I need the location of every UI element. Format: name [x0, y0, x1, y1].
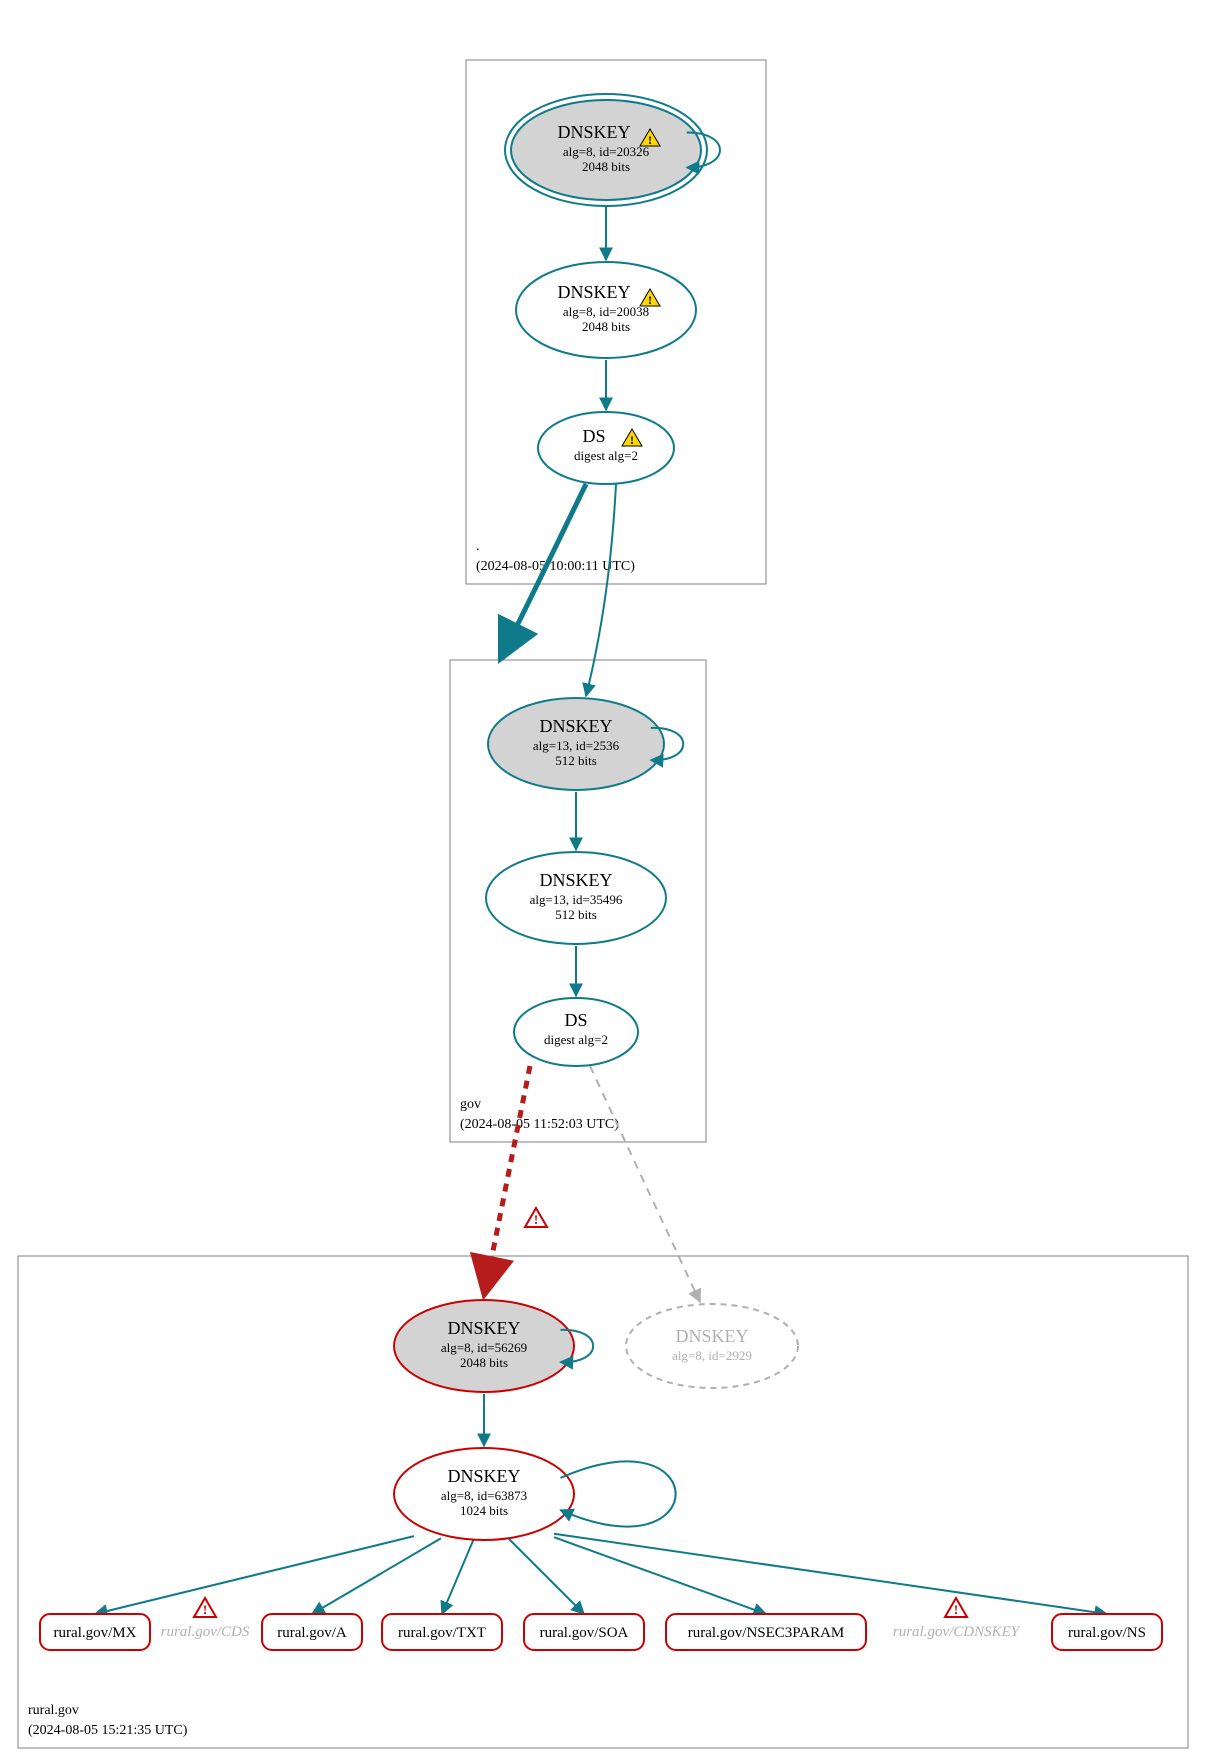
node-title: DNSKEY	[447, 1466, 520, 1486]
rrset-label: rural.gov/MX	[54, 1625, 137, 1641]
node-detail: 2048 bits	[460, 1355, 508, 1370]
node-rural_ghost: DNSKEY alg=8, id=2929	[626, 1304, 798, 1388]
node-root_ds: DS digest alg=2!	[538, 412, 674, 484]
node-title: DNSKEY	[447, 1318, 520, 1338]
edge	[95, 1536, 414, 1614]
edge	[509, 1539, 584, 1614]
node-title: DNSKEY	[539, 716, 612, 736]
ghost-rrset-cdk: rural.gov/CDNSKEY	[893, 1624, 1021, 1640]
node-gov_ds: DS digest alg=2	[514, 998, 638, 1066]
node-detail: alg=8, id=56269	[441, 1340, 527, 1355]
node-detail: digest alg=2	[574, 448, 638, 463]
node-detail: 512 bits	[555, 907, 597, 922]
node-title: DNSKEY	[539, 870, 612, 890]
node-title: DNSKEY	[557, 122, 630, 142]
svg-text:!: !	[203, 1602, 207, 1617]
svg-text:alg=8, id=2929: alg=8, id=2929	[672, 1348, 752, 1363]
node-detail: alg=8, id=20038	[563, 304, 649, 319]
error-icon: !	[194, 1598, 216, 1617]
node-detail: 512 bits	[555, 753, 597, 768]
svg-text:!: !	[648, 133, 652, 147]
delegation-edge	[590, 1066, 700, 1302]
node-rural_zsk: DNSKEY alg=8, id=638731024 bits	[394, 1448, 574, 1540]
error-icon: !	[525, 1208, 547, 1227]
edge	[554, 1534, 1107, 1614]
svg-text:!: !	[954, 1602, 958, 1617]
node-gov_zsk: DNSKEY alg=13, id=35496512 bits	[486, 852, 666, 944]
zone-label-root: .	[476, 539, 480, 554]
node-title: DS	[582, 426, 605, 446]
node-detail: alg=13, id=35496	[530, 892, 623, 907]
zone-timestamp-gov: (2024-08-05 11:52:03 UTC)	[460, 1117, 619, 1132]
self-loop	[561, 1461, 676, 1526]
svg-text:!: !	[630, 433, 634, 447]
node-root_zsk: DNSKEY alg=8, id=200382048 bits!	[516, 262, 696, 358]
node-detail: 1024 bits	[460, 1503, 508, 1518]
node-detail: alg=8, id=20326	[563, 144, 650, 159]
edge	[586, 484, 616, 696]
node-detail: alg=8, id=63873	[441, 1488, 527, 1503]
edge	[442, 1540, 474, 1614]
rrset-label: rural.gov/NSEC3PARAM	[688, 1625, 845, 1641]
error-icon: !	[945, 1598, 967, 1617]
rrset-label: rural.gov/SOA	[540, 1625, 629, 1641]
zone-label-gov: gov	[460, 1097, 481, 1112]
node-detail: 2048 bits	[582, 159, 630, 174]
dnssec-diagram: . (2024-08-05 10:00:11 UTC) gov (2024-08-05…	[0, 0, 1205, 1756]
svg-text:!: !	[534, 1212, 538, 1227]
node-detail: alg=13, id=2536	[533, 738, 620, 753]
zone-label-rural: rural.gov	[28, 1703, 79, 1718]
node-title: DNSKEY	[557, 282, 630, 302]
rrset-label: rural.gov/A	[277, 1625, 347, 1641]
zone-timestamp-rural: (2024-08-05 15:21:35 UTC)	[28, 1723, 188, 1738]
edge	[312, 1538, 441, 1614]
node-detail: digest alg=2	[544, 1032, 608, 1047]
svg-text:DNSKEY: DNSKEY	[675, 1326, 748, 1346]
rrset-label: rural.gov/NS	[1068, 1625, 1146, 1641]
rrset-label: rural.gov/TXT	[398, 1625, 486, 1641]
node-rural_ksk: DNSKEY alg=8, id=562692048 bits	[394, 1300, 574, 1392]
node-gov_ksk: DNSKEY alg=13, id=2536512 bits	[488, 698, 664, 790]
zone-timestamp-root: (2024-08-05 10:00:11 UTC)	[476, 559, 635, 574]
ghost-rrset-cds: rural.gov/CDS	[161, 1624, 250, 1640]
zone-box-rural	[18, 1256, 1188, 1748]
delegation-edge	[484, 1066, 530, 1296]
svg-text:!: !	[648, 293, 652, 307]
node-title: DS	[564, 1010, 587, 1030]
node-detail: 2048 bits	[582, 319, 630, 334]
node-root_ksk: DNSKEY alg=8, id=203262048 bits!	[505, 94, 707, 206]
